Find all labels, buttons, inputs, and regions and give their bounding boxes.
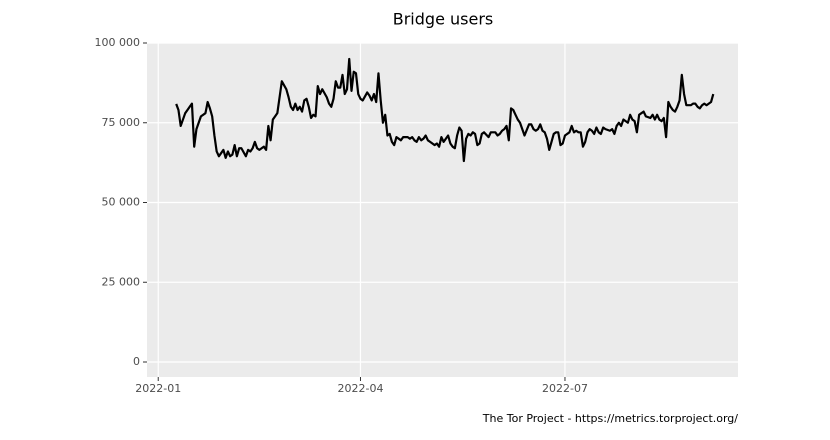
caption: The Tor Project - https://metrics.torpro… <box>482 412 739 425</box>
y-tick-label: 50 000 <box>102 196 141 209</box>
line <box>175 57 715 163</box>
y-tick-label: 100 000 <box>95 36 141 49</box>
x-tick-label: 2022-07 <box>542 382 588 395</box>
y-tick-label: 75 000 <box>102 116 141 129</box>
x-tick-label: 2022-04 <box>337 382 383 395</box>
y-tick-label: 0 <box>133 355 140 368</box>
panel <box>147 43 738 377</box>
y-tick-label: 25 000 <box>102 275 141 288</box>
x-tick-label: 2022-01 <box>135 382 181 395</box>
chart-title: Bridge users <box>393 10 493 29</box>
